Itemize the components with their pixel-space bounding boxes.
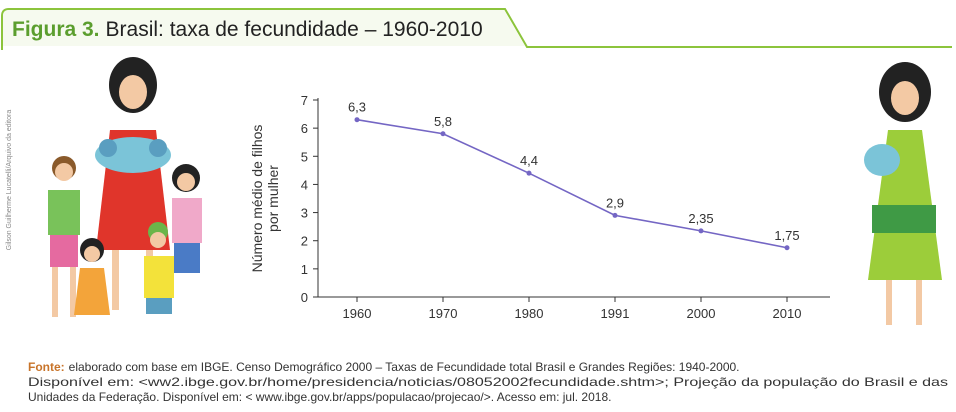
x-tick-label: 2000 — [687, 306, 716, 321]
figure: Figura 3. Brasil: taxa de fecundidade – 1… — [0, 0, 956, 412]
x-tick-label: 1991 — [601, 306, 630, 321]
title-prefix: Figura 3. — [12, 18, 100, 41]
source-text: Disponível em: <ww2.ibge.gov.br/home/pre… — [28, 375, 948, 389]
data-line — [357, 120, 787, 248]
data-point — [785, 245, 790, 250]
y-tick-label: 2 — [301, 234, 308, 249]
y-tick-label: 4 — [301, 177, 308, 192]
x-tick-label: 2010 — [773, 306, 802, 321]
y-tick-label: 3 — [301, 206, 308, 221]
y-tick-label: 5 — [301, 149, 308, 164]
data-label: 5,8 — [434, 114, 452, 129]
y-axis-label: Número médio de filhos — [249, 125, 265, 273]
source-text: Unidades da Federação. Disponível em: < … — [28, 390, 611, 404]
credit: Gilson Guilherme Lucatelli/Arquivo da ed… — [6, 110, 13, 251]
source-label: Fonte: — [28, 360, 65, 374]
data-point — [613, 213, 618, 218]
illustration-family — [48, 57, 202, 317]
figure-title: Figura 3. Brasil: taxa de fecundidade – 1… — [12, 18, 483, 41]
data-label: 1,75 — [774, 228, 799, 243]
data-label: 4,4 — [520, 153, 538, 168]
data-point — [441, 131, 446, 136]
x-tick-label: 1970 — [429, 306, 458, 321]
data-point — [699, 228, 704, 233]
source-text: elaborado com base em IBGE. Censo Demogr… — [69, 360, 740, 374]
data-label: 2,35 — [688, 211, 713, 226]
y-tick-label: 6 — [301, 121, 308, 136]
source-line: Fonte: elaborado com base em IBGE. Censo … — [28, 360, 740, 374]
x-tick-label: 1960 — [343, 306, 372, 321]
illustration-mother — [864, 62, 942, 325]
data-point — [355, 117, 360, 122]
chart-title: Brasil: taxa de fecundidade – 1960-2010 — [106, 18, 483, 41]
y-axis-label: por mulher — [265, 165, 281, 232]
y-tick-label: 0 — [301, 290, 308, 305]
y-tick-label: 7 — [301, 93, 308, 108]
x-tick-label: 1980 — [515, 306, 544, 321]
y-tick-label: 1 — [301, 262, 308, 277]
data-point — [527, 171, 532, 176]
data-label: 6,3 — [348, 100, 366, 115]
data-label: 2,9 — [606, 195, 624, 210]
